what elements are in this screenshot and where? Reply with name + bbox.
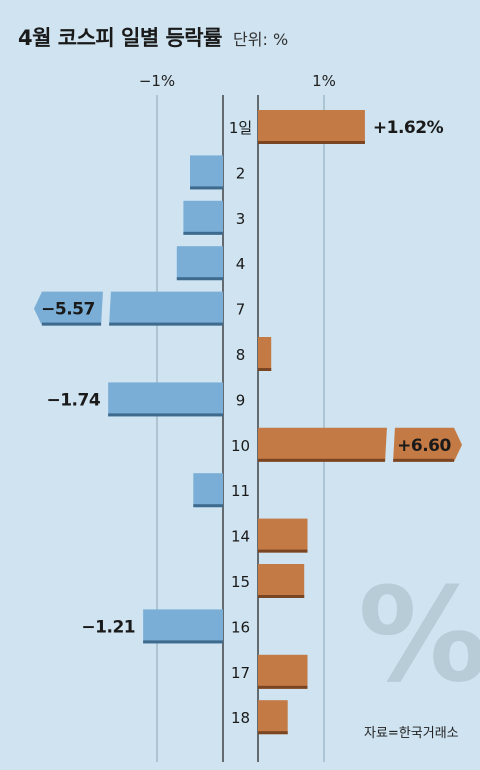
bar-15	[258, 564, 305, 598]
bar-shadow-10	[258, 458, 454, 462]
bar-break-7	[101, 290, 111, 327]
bar-shadow-17	[258, 685, 308, 689]
category-label: 4	[236, 255, 246, 273]
bar-10	[258, 427, 462, 462]
x-tick-label: −1%	[139, 72, 175, 90]
category-label: 2	[236, 164, 246, 182]
category-label: 18	[231, 709, 250, 727]
category-label: 11	[231, 482, 250, 500]
category-label: 17	[231, 664, 250, 682]
x-tick-label: 1%	[312, 72, 336, 90]
bar-shadow-14	[258, 549, 308, 553]
bar-4	[176, 246, 223, 281]
bar-shadow-2	[190, 186, 223, 190]
bar-shadow-11	[193, 504, 223, 508]
percent-watermark: %	[358, 559, 480, 711]
bar-shadow-16	[143, 640, 223, 644]
bar-shadow-1일	[258, 141, 365, 144]
bar-shadow-18	[258, 731, 288, 735]
title-block: 4월 코스피 일별 등락률 단위: %	[18, 22, 288, 52]
category-label: 9	[236, 391, 246, 409]
bar-shadow-3	[183, 231, 223, 235]
value-label: −1.21	[81, 617, 135, 637]
bar-shadow-4	[176, 277, 223, 281]
bar-9	[108, 382, 223, 417]
value-label: +1.62%	[373, 118, 444, 138]
value-label: −1.74	[46, 390, 100, 410]
category-label: 10	[231, 437, 250, 455]
category-label: 1일	[229, 119, 252, 137]
source-note: 자료=한국거래소	[364, 726, 459, 741]
category-label: 15	[231, 573, 250, 591]
category-label: 3	[236, 210, 246, 228]
bar-1일	[258, 110, 365, 144]
bar-2	[190, 155, 223, 190]
category-label: 8	[236, 346, 246, 364]
bar-18	[258, 700, 288, 735]
bar-break-10	[385, 426, 395, 463]
value-label: −5.57	[41, 300, 95, 320]
bar-11	[193, 473, 223, 508]
bar-17	[258, 654, 308, 689]
bar-7	[34, 291, 223, 326]
bar-shadow-15	[258, 595, 305, 598]
unit-label: 단위: %	[233, 30, 289, 49]
category-label: 14	[231, 528, 250, 546]
value-label: +6.60	[397, 436, 451, 456]
bar-shadow-9	[108, 413, 223, 417]
bar-3	[183, 200, 223, 235]
bar-shadow-7	[42, 322, 223, 326]
bar-8	[258, 337, 272, 371]
bar-16	[143, 609, 223, 644]
chart-title: 4월 코스피 일별 등락률	[18, 26, 222, 50]
bar-shadow-8	[258, 368, 272, 371]
category-label: 16	[231, 618, 250, 636]
category-label: 7	[236, 301, 246, 319]
bar-14	[258, 518, 308, 553]
